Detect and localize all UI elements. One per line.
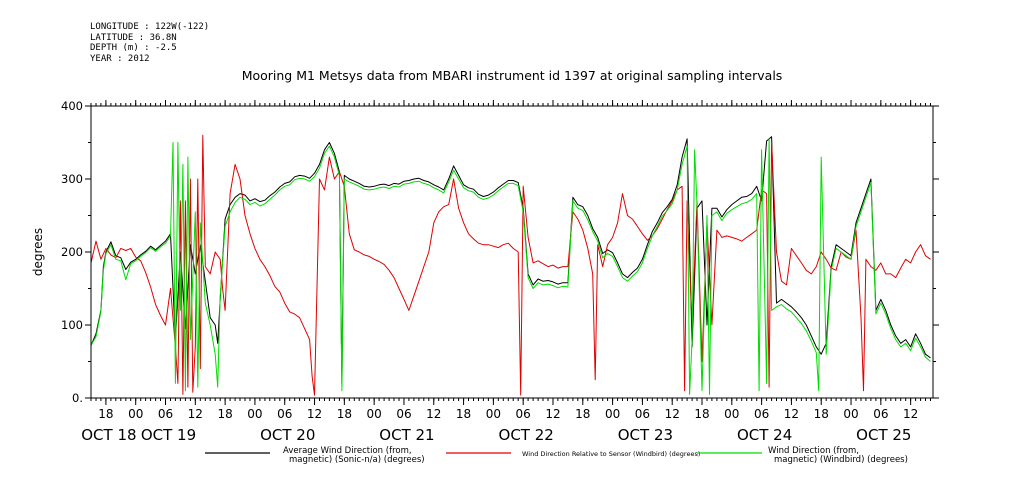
x-tick-label: 00 <box>367 407 382 421</box>
x-tick-label: 06 <box>754 407 769 421</box>
x-tick-label: 00 <box>247 407 262 421</box>
x-tick-label: 12 <box>545 407 560 421</box>
plot-frame <box>90 105 934 399</box>
series-line-2 <box>90 134 931 396</box>
x-tick-label: 00 <box>486 407 501 421</box>
x-tick-label: 12 <box>426 407 441 421</box>
y-tick-label: 300 <box>61 172 83 186</box>
legend-label-3: Wind Direction (from, <box>768 446 859 456</box>
x-day-label: OCT 18 <box>81 426 136 444</box>
year-text: YEAR : 2012 <box>90 53 150 64</box>
latitude-text: LATITUDE : 36.8N <box>90 32 177 43</box>
chart-title: Mooring M1 Metsys data from MBARI instru… <box>242 68 783 83</box>
legend-label-3-line2: magnetic) (Windbird) (degrees) <box>774 455 908 465</box>
metadata-block: LONGITUDE : 122W(-122) LATITUDE : 36.8N … <box>90 22 209 64</box>
x-tick-label: 12 <box>188 407 203 421</box>
x-day-label: OCT 24 <box>737 426 792 444</box>
y-tick-label: 400 <box>61 99 83 113</box>
series-line-3 <box>90 138 931 395</box>
series-line-1 <box>90 136 931 384</box>
axis-layer: 18 00 06 12 18 00 06 12 18 00 06 12 18 00 06 12 18 00 06 12… <box>61 99 939 444</box>
x-tick-label: 18 <box>456 407 471 421</box>
x-tick-label: 00 <box>605 407 620 421</box>
x-tick-label: 00 <box>128 407 143 421</box>
x-tick-label: 06 <box>277 407 292 421</box>
x-tick-label: 18 <box>98 407 113 421</box>
series-layer <box>90 134 931 396</box>
legend-label-2: Wind Direction Relative to Sensor (Windb… <box>522 450 700 458</box>
x-tick-label: 12 <box>784 407 799 421</box>
x-tick-label: 18 <box>337 407 352 421</box>
y-axis-label: degrees <box>31 228 45 276</box>
y-tick-label: 200 <box>61 245 83 259</box>
y-tick-label: 100 <box>61 318 83 332</box>
x-day-label: OCT 20 <box>260 426 315 444</box>
x-day-label: OCT 21 <box>379 426 434 444</box>
x-tick-label: 00 <box>843 407 858 421</box>
longitude-text: LONGITUDE : 122W(-122) <box>90 22 210 32</box>
x-tick-label: 18 <box>814 407 829 421</box>
x-tick-label: 00 <box>724 407 739 421</box>
x-tick-label: 18 <box>694 407 709 421</box>
x-tick-label: 12 <box>307 407 322 421</box>
x-tick-label: 06 <box>635 407 650 421</box>
x-tick-label: 18 <box>575 407 590 421</box>
x-day-label: OCT 19 <box>141 426 196 444</box>
y-tick-label: 0. <box>72 391 83 405</box>
legend-label-1-line2: magnetic) (Sonic-n/a) (degrees) <box>289 455 425 465</box>
legend: Average Wind Direction (from,magnetic) (… <box>205 446 908 465</box>
x-tick-label: 12 <box>665 407 680 421</box>
x-tick-label: 06 <box>158 407 173 421</box>
x-tick-label: 12 <box>903 407 918 421</box>
x-day-label: OCT 23 <box>618 426 673 444</box>
x-tick-label: 06 <box>396 407 411 421</box>
depth-text: DEPTH (m) : -2.5 <box>90 43 177 53</box>
x-tick-label: 18 <box>217 407 232 421</box>
x-day-label: OCT 25 <box>856 426 911 444</box>
legend-label-1: Average Wind Direction (from, <box>283 446 412 456</box>
x-tick-label: 06 <box>516 407 531 421</box>
x-minor-ticks <box>90 103 931 401</box>
x-tick-label: 06 <box>873 407 888 421</box>
x-day-label: OCT 22 <box>499 426 554 444</box>
